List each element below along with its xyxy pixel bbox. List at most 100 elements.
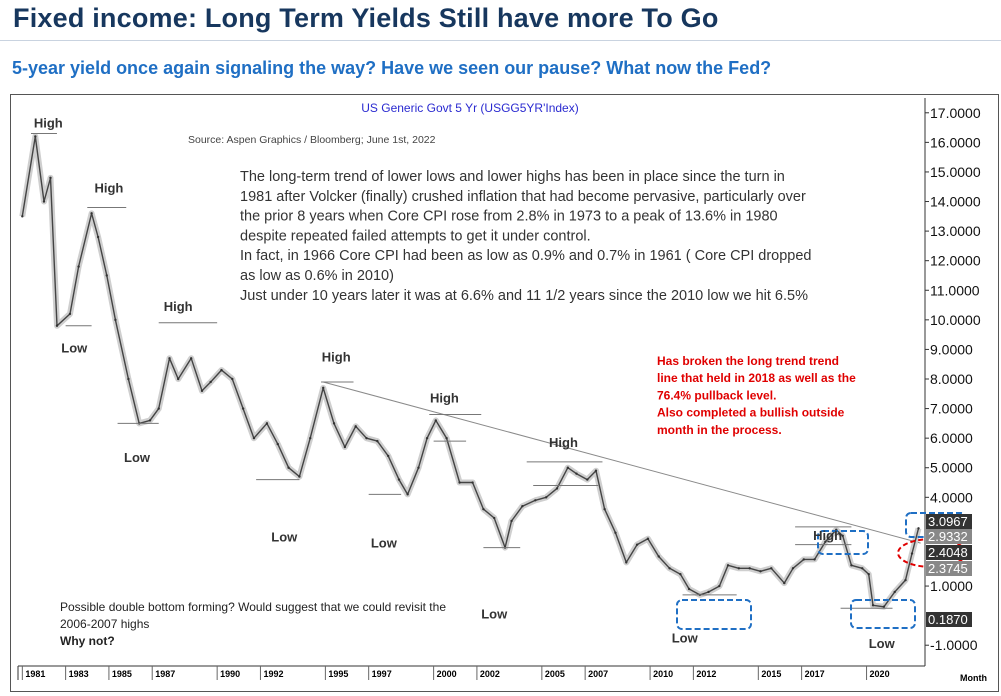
yield-point (343, 445, 347, 449)
commentary-line: despite repeated failed attempts to get … (240, 228, 591, 244)
y-tick-label: 5.0000 (930, 460, 973, 476)
yield-point (365, 436, 368, 440)
price-label: 2.9332 (928, 529, 968, 544)
yield-point (770, 567, 773, 570)
yield-point (493, 516, 496, 520)
yield-point (406, 493, 409, 496)
yield-point (90, 212, 93, 215)
yield-point (867, 573, 870, 576)
yield-point (893, 590, 896, 594)
x-tick-label: 1983 (69, 669, 89, 679)
yield-point (309, 436, 312, 440)
yield-point (55, 324, 59, 327)
highlight-box (676, 599, 752, 630)
long-term-trend-line (323, 381, 921, 544)
yield-point (68, 312, 72, 316)
yield-point (376, 439, 379, 443)
swing-label: Low (672, 630, 699, 645)
breakout-note-line: Has broken the long trend trend (657, 354, 839, 368)
yield-point (614, 531, 617, 535)
swing-labels-layer: High High Low High Low High Low Low High Low High L… (34, 116, 896, 652)
x-tick-label: 2015 (761, 669, 781, 679)
yield-point (114, 318, 117, 322)
x-tick-label: 1990 (220, 669, 240, 679)
breakout-note-line: line that held in 2018 as well as the (657, 371, 856, 385)
x-tick-label: 2007 (588, 669, 608, 679)
y-tick-label: 6.0000 (930, 430, 973, 446)
price-label-bg (926, 545, 972, 560)
yield-point (510, 519, 513, 523)
yield-point (265, 422, 269, 425)
swing-label: High (164, 299, 193, 314)
double-bottom-note: Possible double bottom forming? Would su… (60, 600, 446, 648)
yield-point (625, 561, 628, 564)
yield-point (594, 469, 598, 472)
x-tick-label: 1992 (263, 669, 283, 679)
yield-point (354, 425, 357, 428)
yield-point (332, 422, 336, 425)
yield-point (21, 215, 24, 218)
highlight-box (850, 599, 916, 629)
breakout-note-line: month in the process. (657, 423, 782, 437)
yield-point (189, 357, 193, 360)
y-tick-label: 14.0000 (930, 194, 981, 210)
yield-point (737, 567, 741, 570)
yield-point (882, 605, 886, 608)
highlight-box (817, 530, 869, 555)
yield-point (220, 368, 223, 372)
yield-point (105, 274, 108, 277)
yield-point (544, 496, 548, 499)
swing-label: High (813, 528, 842, 543)
breakout-note-line: Also completed a bullish outside (657, 406, 845, 420)
y-tick-label: 4.0000 (930, 489, 973, 505)
yield-point (904, 578, 907, 582)
yield-point (646, 537, 650, 540)
yield-point (791, 567, 795, 570)
swing-label: High (94, 181, 123, 196)
double-bottom-line: 2006-2007 highs (60, 617, 149, 631)
yield-point (748, 567, 751, 570)
yield-point (482, 507, 485, 511)
swing-label: High (549, 435, 578, 450)
double-bottom-line: Why not? (60, 634, 115, 648)
yield-point (425, 436, 429, 440)
y-tick-label: 7.0000 (930, 401, 973, 417)
yield-point (759, 570, 762, 573)
yield-point (49, 176, 52, 180)
chart-source: Source: Aspen Graphics / Bloomberg; June… (188, 134, 436, 146)
yield-point (586, 478, 589, 481)
y-tick-label: 12.0000 (930, 253, 981, 269)
x-tick-label: 2010 (653, 669, 673, 679)
yield-point (871, 604, 875, 607)
x-tick-label: 2020 (870, 669, 890, 679)
y-tick-label: 15.0000 (930, 164, 981, 180)
yield-point (231, 377, 234, 381)
yield-point (861, 567, 864, 570)
y-tick-label: 17.0000 (930, 105, 981, 121)
x-tick-label: 1985 (112, 669, 132, 679)
x-axis: 1981 1983 1985 1987 1990 1992 1995 1997 2000 2002… (21, 666, 890, 680)
yield-point (458, 481, 461, 484)
yield-point (566, 466, 570, 469)
yield-point (679, 573, 682, 576)
x-tick-label: 1987 (155, 669, 175, 679)
yield-point (209, 380, 212, 384)
chart-title: US Generic Govt 5 Yr (USGG5YR'Index) (361, 101, 578, 115)
price-label-bg (926, 612, 972, 627)
yield-point (783, 581, 786, 585)
chart-grid (17, 98, 926, 680)
y-tick-label: 1.0000 (930, 578, 973, 594)
swing-label: High (322, 349, 351, 364)
x-unit-label: Month (960, 673, 987, 683)
title-divider (0, 40, 1001, 41)
yield-point (850, 564, 853, 567)
yield-point (127, 377, 130, 381)
yield-point (176, 377, 180, 381)
y-tick-label: 16.0000 (930, 134, 981, 150)
y-axis: 17.0000 16.0000 15.0000 14.0000 13.0000 12.00… (925, 105, 981, 653)
yield-point (287, 466, 290, 469)
x-tick-label: 2012 (696, 669, 716, 679)
yield-point (910, 552, 914, 555)
swing-label: Low (869, 636, 896, 651)
